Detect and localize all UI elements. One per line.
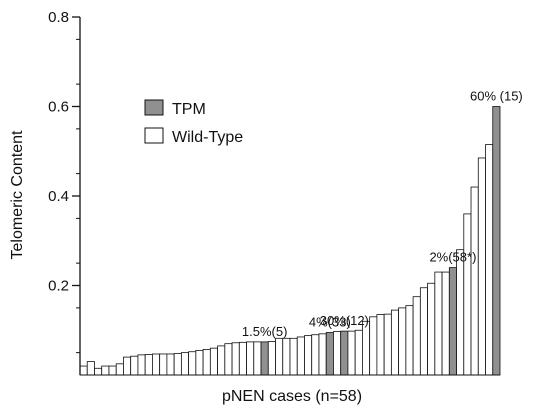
bar-wild-type-18 [224,343,233,376]
bar-wild-type-10 [166,353,175,376]
bar-wild-type-37 [362,320,371,376]
bar-wild-type-7 [144,354,153,376]
bar-wild-type-53 [477,157,486,376]
y-tick-label: 0.6 [48,99,69,116]
y-tick-label: 0.2 [48,278,69,295]
bar-wild-type-42 [398,307,407,376]
bar-wild-type-43 [405,305,414,376]
bar-wild-type-29 [304,335,313,376]
bar-wild-type-56 [79,365,88,376]
bar-annotation: 4%(33) [309,314,351,329]
bar-wild-type-35 [347,330,356,376]
bar-wild-type-54 [485,144,494,376]
bar-wild-type-33 [333,331,342,376]
bars-group [79,106,501,376]
y-axis: 0.2 0.4 0.6 0.8 [48,9,81,375]
bar-wild-type-12 [180,352,190,376]
bar-wild-type-1 [101,365,110,376]
bar-wild-type-11 [173,353,182,376]
bar-wild-type-25 [275,337,284,376]
bar-wild-type-31 [318,333,327,376]
bar-wild-type-8 [152,353,161,376]
y-tick-label: 0.4 [48,188,69,205]
bar-tpm-55 [492,106,501,376]
bar-wild-type-30 [311,334,320,376]
bar-wild-type-50 [456,249,465,376]
bar-annotation: 60% (15) [470,89,523,104]
bar-wild-type-21 [246,341,255,376]
bar-annotation: 30%(12) [320,313,369,328]
bar-wild-type-46 [427,282,436,376]
bar-wild-type-14 [195,349,204,376]
bar-wild-type-48 [441,271,450,376]
bar-wild-type-6 [137,354,146,376]
legend-label: TPM [172,101,206,118]
legend-swatch-wild-type [144,127,164,144]
bar-wild-type-13 [188,351,197,376]
bar-annotation: 1.5%(5) [242,324,288,339]
bar-tpm-49 [448,267,457,376]
bar-wild-type-22 [253,341,262,376]
y-axis-title: Telomeric Content [9,130,26,260]
bar-wild-type-39 [376,314,385,376]
legend-swatch-tpm [144,99,164,116]
y-tick-label: 0.8 [48,9,69,26]
bar-wild-type-47 [434,271,443,376]
bar-wild-type-44 [412,296,421,376]
bar-wild-type-40 [383,313,392,376]
bar-wild-type-51 [463,213,472,376]
bar-wild-type-36 [354,329,363,376]
bar-wild-type-3 [115,363,124,376]
bar-wild-type-26 [282,337,291,376]
bar-wild-type-9 [159,353,168,376]
bar-annotation: 2%(58*) [429,250,476,265]
legend: TPM Wild-Type [144,99,243,146]
bar-wild-type-41 [390,309,400,376]
bar-wild-type-28 [296,336,305,376]
bar-tpm-34 [340,330,349,376]
bar-wild-type-57 [86,361,95,376]
bar-wild-type-2 [108,365,117,376]
bar-wild-type-38 [369,316,378,376]
bar-wild-type-15 [202,349,211,376]
legend-label: Wild-Type [172,129,243,146]
bar-wild-type-27 [289,337,298,376]
bar-wild-type-16 [209,347,218,376]
bar-tpm-23 [260,341,269,376]
bar-wild-type-45 [419,287,428,376]
x-axis-title: pNEN cases (n=58) [222,388,362,405]
bar-wild-type-5 [130,355,139,376]
bar-tpm-32 [325,332,334,376]
bar-wild-type-4 [123,356,132,376]
bar-wild-type-24 [267,341,276,376]
bar-wild-type-17 [217,345,226,376]
bar-wild-type-20 [238,341,247,376]
bar-wild-type-0 [94,367,103,376]
annotations-group: 1.5%(5) 4%(33)30%(12) 2%(58*) 60% (15) [242,89,523,339]
bar-wild-type-19 [231,342,240,376]
bar-wild-type-52 [470,186,479,376]
